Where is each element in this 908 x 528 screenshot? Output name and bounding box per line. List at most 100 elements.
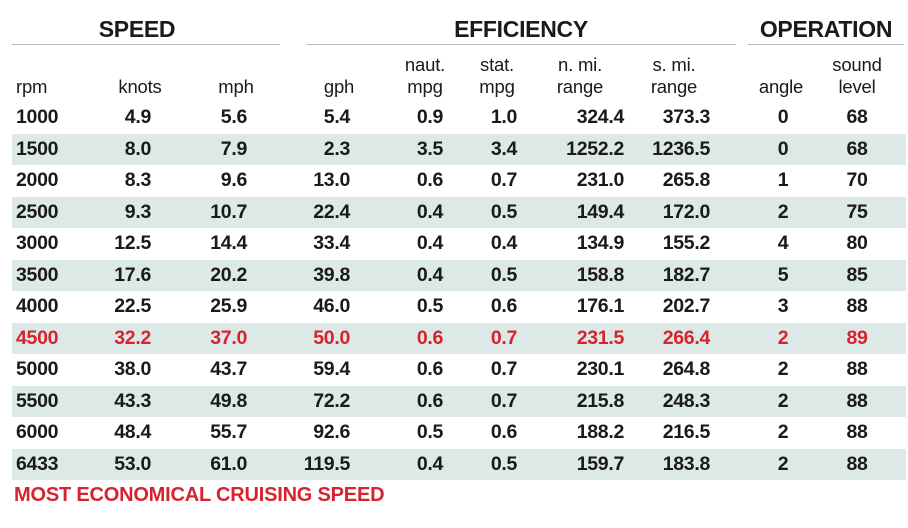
cell-angle: 0 <box>777 137 789 160</box>
cell-knots: 8.3 <box>124 169 152 191</box>
cell-sound: 88 <box>846 452 868 475</box>
cell-rpm: 1500 <box>16 137 59 160</box>
cell-knots: 48.4 <box>114 421 151 443</box>
column-header-label: s. mi. range <box>650 54 698 97</box>
cell-rpm: 2500 <box>16 200 59 223</box>
cell-naut-mpg: 0.4 <box>416 232 444 254</box>
cell-stat-mpg: 0.5 <box>490 200 518 223</box>
column-header-label: stat. mpg <box>479 54 515 97</box>
cell-stat-mpg: 1.0 <box>490 106 518 128</box>
table-row: 1000 4.9 5.6 5.4 0.9 1.0 324.4 373.3 0 68 <box>12 102 906 133</box>
footnote-most-economical: MOST ECONOMICAL CRUISING SPEED <box>14 484 385 506</box>
cell-naut-mpg: 0.4 <box>416 200 444 223</box>
cell-sound: 88 <box>846 389 868 412</box>
table-row: 2500 9.3 10.7 22.4 0.4 0.5 149.4 172.0 2 75 <box>12 196 906 228</box>
cell-n-range: 231.0 <box>576 169 625 191</box>
cell-naut-mpg: 3.5 <box>416 137 444 160</box>
cell-mph: 49.8 <box>210 389 247 412</box>
cell-knots: 53.0 <box>114 452 151 475</box>
cell-s-range: 216.5 <box>662 421 711 443</box>
column-header-label: mph <box>218 76 254 97</box>
cell-sound: 89 <box>846 326 868 349</box>
cell-sound: 68 <box>846 137 868 160</box>
cell-naut-mpg: 0.4 <box>416 263 444 286</box>
cell-angle: 2 <box>777 200 789 223</box>
cell-angle: 2 <box>777 326 789 349</box>
cell-rpm: 3500 <box>16 263 59 286</box>
cell-s-range: 266.4 <box>662 326 711 349</box>
section-header-speed: SPEED <box>98 16 176 42</box>
table-row: 3500 17.6 20.2 39.8 0.4 0.5 158.8 182.7 5 85 <box>12 259 906 291</box>
column-header-gph: gph <box>309 48 369 98</box>
cell-angle: 5 <box>777 263 789 286</box>
cell-gph: 50.0 <box>313 326 350 349</box>
cell-angle: 0 <box>777 106 789 128</box>
cell-stat-mpg: 0.5 <box>490 263 518 286</box>
cell-sound: 85 <box>846 263 868 286</box>
cell-knots: 8.0 <box>124 137 152 160</box>
cell-s-range: 202.7 <box>662 295 711 317</box>
column-header-label: naut. mpg <box>404 54 446 97</box>
cell-stat-mpg: 0.5 <box>490 452 518 475</box>
cell-gph: 13.0 <box>313 169 350 191</box>
table-row: 3000 12.5 14.4 33.4 0.4 0.4 134.9 155.2 4 80 <box>12 228 906 259</box>
column-header-s-range: s. mi. range <box>634 48 714 98</box>
table-row: 1500 8.0 7.9 2.3 3.5 3.4 1252.2 1236.5 0 68 <box>12 133 906 165</box>
cell-gph: 39.8 <box>313 263 350 286</box>
cell-s-range: 1236.5 <box>652 137 710 160</box>
cell-mph: 20.2 <box>210 263 247 286</box>
cell-naut-mpg: 0.6 <box>416 169 444 191</box>
cell-sound: 70 <box>846 169 868 191</box>
table-row: 5500 43.3 49.8 72.2 0.6 0.7 215.8 248.3 2 88 <box>12 385 906 417</box>
cell-naut-mpg: 0.6 <box>416 358 444 380</box>
cell-gph: 5.4 <box>323 106 351 128</box>
cell-gph: 92.6 <box>313 421 350 443</box>
cell-s-range: 265.8 <box>662 169 711 191</box>
cell-knots: 17.6 <box>114 263 151 286</box>
cell-n-range: 176.1 <box>576 295 625 317</box>
cell-naut-mpg: 0.6 <box>416 389 444 412</box>
cell-mph: 61.0 <box>210 452 247 475</box>
section-header-operation: OPERATION <box>759 16 893 42</box>
cell-mph: 37.0 <box>210 326 247 349</box>
cell-n-range: 149.4 <box>576 200 625 223</box>
cell-stat-mpg: 0.7 <box>490 389 518 412</box>
cell-n-range: 158.8 <box>576 263 625 286</box>
cell-naut-mpg: 0.4 <box>416 452 444 475</box>
cell-gph: 2.3 <box>323 137 351 160</box>
table-row: 2000 8.3 9.6 13.0 0.6 0.7 231.0 265.8 1 70 <box>12 165 906 196</box>
cell-knots: 12.5 <box>114 232 151 254</box>
cell-s-range: 155.2 <box>662 232 711 254</box>
cell-stat-mpg: 0.6 <box>490 421 518 443</box>
cell-sound: 80 <box>846 232 868 254</box>
table-row: 5000 38.0 43.7 59.4 0.6 0.7 230.1 264.8 2 88 <box>12 354 906 385</box>
cell-rpm: 1000 <box>16 106 59 128</box>
cell-stat-mpg: 0.7 <box>490 169 518 191</box>
cell-mph: 9.6 <box>220 169 248 191</box>
cell-mph: 10.7 <box>210 200 247 223</box>
cell-s-range: 248.3 <box>662 389 711 412</box>
cell-n-range: 231.5 <box>576 326 625 349</box>
cell-angle: 3 <box>777 295 789 317</box>
cell-n-range: 159.7 <box>576 452 625 475</box>
cell-angle: 2 <box>777 358 789 380</box>
cell-gph: 119.5 <box>303 452 351 475</box>
section-header-efficiency: EFFICIENCY <box>454 16 588 42</box>
cell-knots: 32.2 <box>114 326 151 349</box>
cell-angle: 4 <box>777 232 789 254</box>
cell-gph: 59.4 <box>313 358 350 380</box>
cell-rpm: 6000 <box>16 421 59 443</box>
cell-angle: 2 <box>777 421 789 443</box>
cell-n-range: 230.1 <box>576 358 625 380</box>
table-row: 6000 48.4 55.7 92.6 0.5 0.6 188.2 216.5 2 88 <box>12 417 906 448</box>
cell-rpm: 5500 <box>16 389 59 412</box>
cell-naut-mpg: 0.5 <box>416 295 444 317</box>
cell-naut-mpg: 0.5 <box>416 421 444 443</box>
column-header-sound: sound level <box>822 48 892 98</box>
cell-mph: 43.7 <box>210 358 247 380</box>
column-header-naut-mpg: naut. mpg <box>390 48 460 98</box>
cell-s-range: 373.3 <box>662 106 711 128</box>
cell-n-range: 324.4 <box>576 106 625 128</box>
cell-gph: 33.4 <box>313 232 350 254</box>
cell-n-range: 215.8 <box>576 389 625 412</box>
